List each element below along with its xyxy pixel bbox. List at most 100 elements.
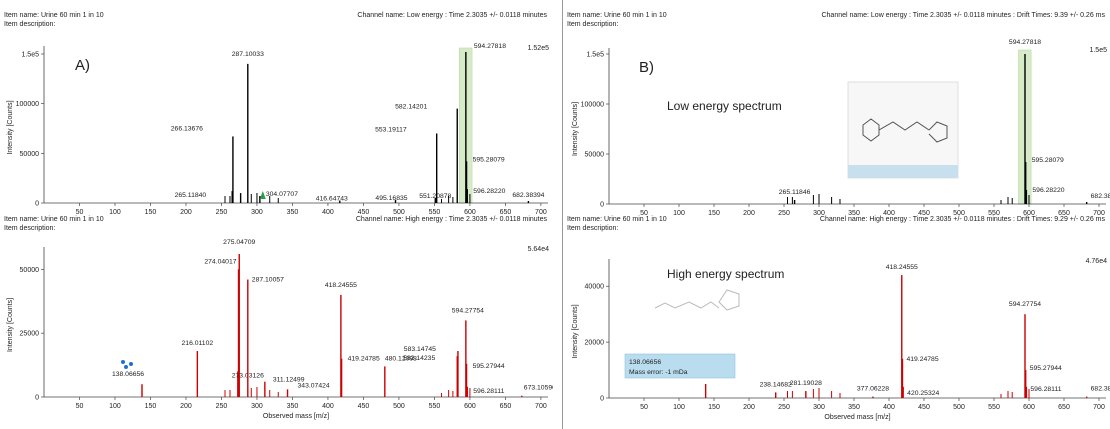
x-tick-label: 250: [778, 404, 790, 411]
x-tick-label: 600: [464, 403, 476, 410]
y-tick-label: 50000: [20, 151, 40, 158]
peak-label: 596.28220: [1032, 187, 1064, 194]
y-tick-label: 0: [600, 396, 604, 403]
peak-label: 594.27818: [474, 43, 506, 50]
spectrum-note: High energy spectrum: [667, 267, 784, 281]
x-tick-label: 200: [743, 210, 755, 217]
x-tick-label: 350: [848, 404, 860, 411]
peak-label: 274.04017: [204, 258, 236, 265]
x-tick-label: 450: [358, 403, 370, 410]
y-tick-label: 1.5e5: [586, 52, 604, 59]
x-tick-label: 550: [429, 403, 441, 410]
x-tick-label: 600: [1023, 404, 1035, 411]
x-tick-label: 350: [287, 403, 299, 410]
peak-label: 682.38358: [1091, 386, 1110, 393]
channel-name: Channel name: High energy : Time 2.3035 …: [356, 216, 548, 223]
peak-label: 343.07424: [298, 382, 330, 389]
peak-label: 418.24555: [325, 282, 357, 289]
x-tick-label: 650: [500, 403, 512, 410]
y-axis-label: Intensity [Counts]: [7, 100, 14, 154]
scale-note: 5.64e4: [528, 246, 550, 253]
peak-label: 216.01102: [182, 340, 214, 347]
y-tick-label: 50000: [585, 152, 605, 159]
item-description: Item description:: [4, 21, 55, 28]
peak-label: 287.10033: [232, 51, 264, 58]
x-tick-label: 100: [673, 210, 685, 217]
item-name: Item name: Urine 60 min 1 in 10: [567, 216, 667, 223]
isotope-marker: [124, 365, 128, 369]
peak-label: 594.27818: [1009, 39, 1041, 46]
x-tick-label: 250: [216, 209, 228, 216]
peak-label: 595.28079: [1032, 157, 1064, 164]
item-name: Item name: Urine 60 min 1 in 10: [4, 216, 104, 223]
peak-label: 594.27754: [452, 307, 484, 314]
mass-error-value: Mass error: -1 mDa: [629, 369, 688, 376]
x-tick-label: 150: [145, 209, 157, 216]
peak-label: 377.06228: [857, 386, 889, 393]
panel-a: Item name: Urine 60 min 1 in 10 Item desc…: [0, 0, 554, 429]
x-tick-label: 400: [322, 403, 334, 410]
peak-label: 419.24785: [906, 356, 938, 363]
channel-name: Channel name: Low energy : Time 2.3035 +…: [821, 12, 1105, 19]
peak-label: 595.27944: [473, 363, 505, 370]
peak-label: 420.25324: [907, 390, 939, 397]
mass-error-box: [624, 353, 736, 379]
molecule-image: [847, 81, 959, 179]
peak-label: 265.11840: [175, 192, 207, 199]
x-tick-label: 650: [1058, 210, 1070, 217]
peak-label: 595.27944: [1030, 365, 1062, 372]
spectrum-note: Low energy spectrum: [667, 99, 782, 113]
y-tick-label: 0: [35, 201, 39, 208]
y-tick-label: 1.5e5: [21, 51, 39, 58]
x-tick-label: 200: [180, 403, 192, 410]
peak-label: 238.14682: [760, 381, 792, 388]
panel-b-svg: Item name: Urine 60 min 1 in 10 Item desc…: [567, 12, 1110, 421]
x-tick-label: 600: [464, 209, 476, 216]
item-name: Item name: Urine 60 min 1 in 10: [4, 12, 104, 19]
x-tick-label: 250: [216, 403, 228, 410]
x-tick-label: 200: [743, 404, 755, 411]
x-tick-label: 50: [76, 403, 84, 410]
scale-note: 1.52e5: [528, 45, 550, 52]
x-tick-label: 650: [1058, 404, 1070, 411]
item-description: Item description:: [567, 21, 618, 28]
mass-error-label: 138.06656: [629, 359, 661, 366]
peak-label: 596.28111: [473, 388, 504, 395]
panel-letter: A): [75, 57, 90, 74]
x-tick-label: 700: [535, 209, 547, 216]
peak-label: 138.06656: [112, 371, 144, 378]
x-tick-label: 400: [883, 210, 895, 217]
x-tick-label: 350: [287, 209, 299, 216]
peak-label: 495.16835: [375, 195, 407, 202]
peak-label: 582.14235: [403, 355, 435, 362]
item-description: Item description:: [4, 225, 55, 232]
scale-note: 1.5e5: [1089, 47, 1107, 54]
x-tick-label: 250: [778, 210, 790, 217]
x-tick-label: 200: [180, 209, 192, 216]
x-tick-label: 350: [848, 210, 860, 217]
x-tick-label: 150: [708, 210, 720, 217]
panel-separator: [553, 0, 562, 429]
x-tick-label: 500: [953, 210, 965, 217]
y-axis-label: Intensity [Counts]: [572, 102, 579, 156]
peak-label: 583.14745: [404, 346, 436, 353]
molecule-caption-bar: [848, 165, 958, 178]
x-tick-label: 300: [251, 209, 263, 216]
channel-name: Channel name: Low energy : Time 2.3035 +…: [357, 12, 547, 19]
peak-label: 582.14201: [395, 104, 427, 111]
x-tick-label: 100: [109, 209, 121, 216]
x-tick-label: 100: [673, 404, 685, 411]
x-tick-label: 500: [953, 404, 965, 411]
x-tick-label: 450: [918, 404, 930, 411]
x-tick-label: 650: [500, 209, 512, 216]
x-tick-label: 150: [708, 404, 720, 411]
panel-letter: B): [639, 59, 654, 76]
peak-label: 551.20878: [419, 193, 451, 200]
molecule-structure: [862, 118, 948, 143]
x-tick-label: 450: [918, 210, 930, 217]
y-tick-label: 40000: [585, 284, 605, 291]
x-tick-label: 50: [640, 404, 648, 411]
x-tick-label: 50: [76, 209, 84, 216]
x-tick-label: 550: [988, 404, 1000, 411]
x-tick-label: 150: [145, 403, 157, 410]
